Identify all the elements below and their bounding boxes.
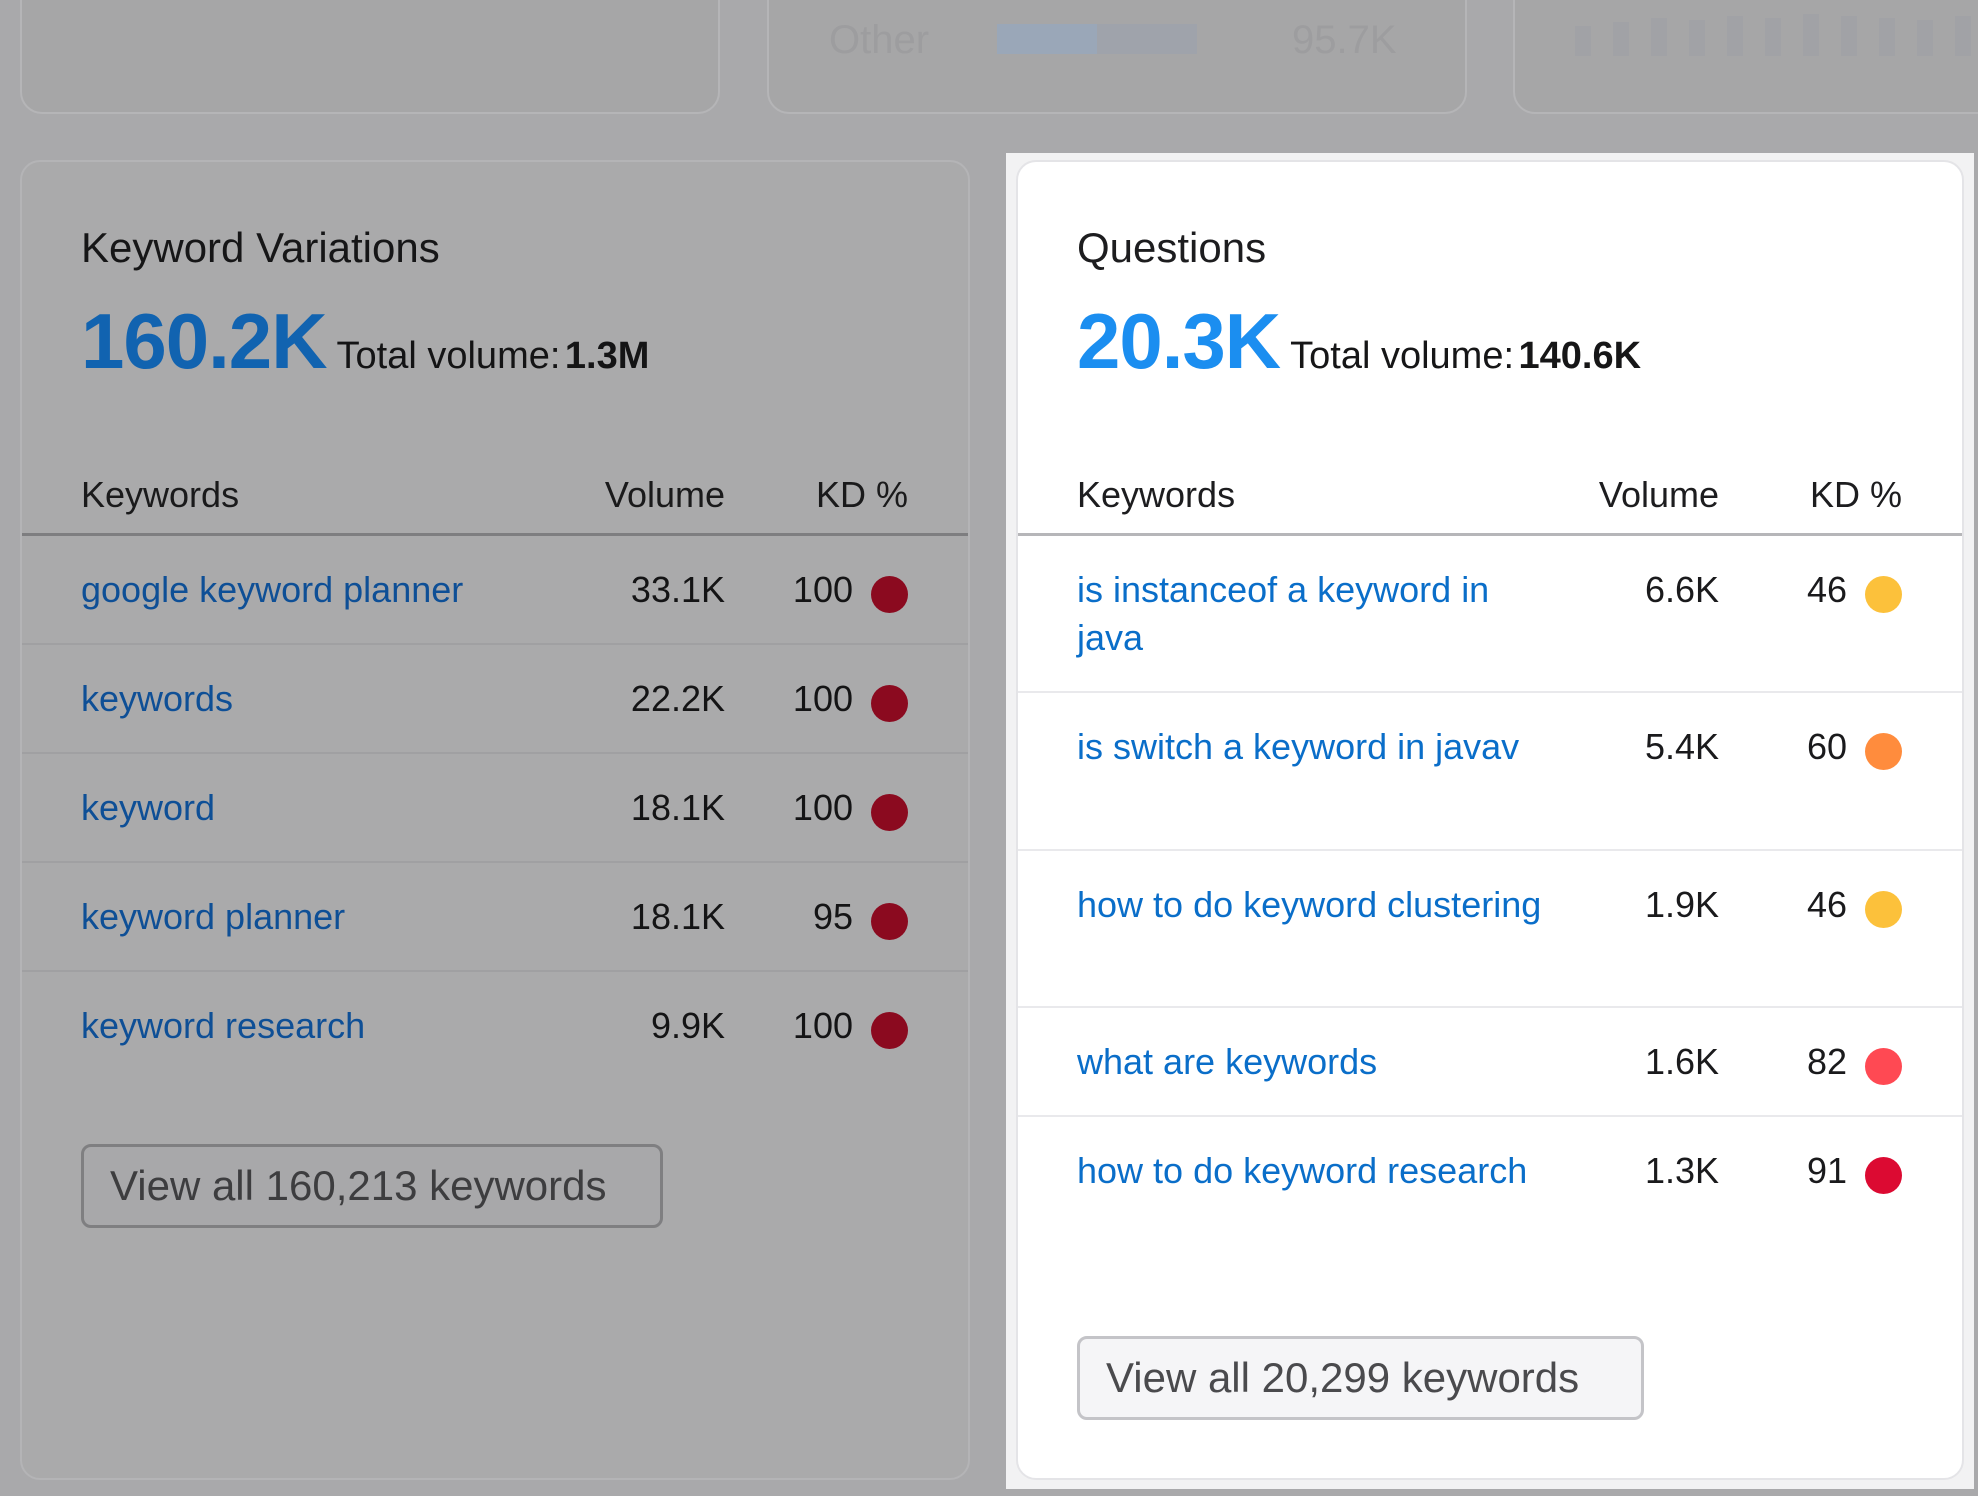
view-all-variations-button[interactable]: View all 160,213 keywords — [81, 1144, 663, 1228]
view-all-questions-button[interactable]: View all 20,299 keywords — [1077, 1336, 1644, 1420]
table-row: how to do keyword research 1.3K 91 — [1018, 1117, 1962, 1277]
kd-value: 100 — [792, 569, 853, 610]
table-row: is instanceof a keyword in java 6.6K 46 — [1018, 536, 1962, 693]
column-volume[interactable]: Volume — [1598, 474, 1719, 515]
card-title: Questions — [1077, 224, 1267, 271]
questions-metric: 20.3K Total volume: 140.6K — [1077, 296, 1641, 387]
overview-card-middle: Other 95.7K — [767, 0, 1467, 114]
overview-card-right — [1513, 0, 1978, 114]
kd-difficulty-dot-icon — [871, 685, 908, 722]
keyword-variations-card: Keyword Variations 160.2K Total volume: 1… — [20, 160, 970, 1480]
table-row: how to do keyword clustering 1.9K 46 — [1018, 851, 1962, 1008]
kd-value: 100 — [792, 1005, 853, 1046]
variations-table: Keywords Volume KD % google keyword plan… — [22, 462, 968, 1081]
keyword-link[interactable]: how to do keyword research — [1077, 1150, 1528, 1191]
variations-metric: 160.2K Total volume: 1.3M — [81, 296, 649, 387]
column-volume[interactable]: Volume — [604, 474, 725, 515]
kd-difficulty-dot-icon — [1865, 576, 1902, 613]
keyword-link[interactable]: google keyword planner — [81, 569, 464, 610]
table-row: keyword research 9.9K 100 — [22, 972, 968, 1081]
kd-difficulty-dot-icon — [1865, 1048, 1902, 1085]
volume-value: 9.9K — [650, 1005, 725, 1046]
kd-difficulty-dot-icon — [871, 1012, 908, 1049]
keyword-link[interactable]: is switch a keyword in javav — [1077, 726, 1520, 767]
variations-count[interactable]: 160.2K — [81, 297, 328, 385]
total-volume-value: 140.6K — [1518, 335, 1642, 377]
table-row: what are keywords 1.6K 82 — [1018, 1008, 1962, 1117]
volume-value: 1.3K — [1644, 1150, 1719, 1191]
questions-count[interactable]: 20.3K — [1077, 297, 1281, 385]
table-header: Keywords Volume KD % — [1018, 462, 1962, 536]
kd-difficulty-dot-icon — [871, 794, 908, 831]
kd-value: 100 — [792, 787, 853, 828]
keyword-link[interactable]: is instanceof a keyword in java — [1077, 569, 1490, 658]
intent-bar — [997, 24, 1197, 54]
kd-value: 91 — [1806, 1150, 1847, 1191]
total-volume-value: 1.3M — [564, 335, 650, 377]
volume-value: 6.6K — [1644, 569, 1719, 610]
kd-value: 100 — [792, 678, 853, 719]
table-body: google keyword planner 33.1K 100 keywords 22… — [22, 536, 968, 1081]
volume-value: 33.1K — [630, 569, 725, 610]
questions-table: Keywords Volume KD % is instanceof a key… — [1018, 462, 1962, 1277]
keyword-link[interactable]: keyword — [81, 787, 216, 828]
column-keywords: Keywords — [1077, 474, 1236, 515]
kd-value: 95 — [812, 896, 853, 937]
keyword-link[interactable]: how to do keyword clustering — [1077, 884, 1542, 925]
volume-value: 22.2K — [630, 678, 725, 719]
column-kd[interactable]: KD % — [1809, 474, 1902, 515]
volume-value: 1.9K — [1644, 884, 1719, 925]
keyword-link[interactable]: keywords — [81, 678, 234, 719]
volume-value: 18.1K — [630, 787, 725, 828]
intent-value: 95.7K — [1292, 18, 1397, 62]
volume-value: 18.1K — [630, 896, 725, 937]
kd-difficulty-dot-icon — [1865, 1157, 1902, 1194]
card-title: Keyword Variations — [81, 224, 440, 271]
keyword-link[interactable]: keyword planner — [81, 896, 346, 937]
kd-value: 46 — [1806, 884, 1847, 925]
trend-sparkline — [1575, 0, 1978, 56]
table-body: is instanceof a keyword in java 6.6K 46 is … — [1018, 536, 1962, 1277]
kd-value: 46 — [1806, 569, 1847, 610]
total-volume-label: Total volume: — [336, 335, 561, 377]
kd-difficulty-dot-icon — [871, 576, 908, 613]
table-row: google keyword planner 33.1K 100 — [22, 536, 968, 645]
volume-value: 5.4K — [1644, 726, 1719, 767]
kd-difficulty-dot-icon — [871, 903, 908, 940]
kd-difficulty-dot-icon — [1865, 891, 1902, 928]
column-kd[interactable]: KD % — [815, 474, 908, 515]
overview-card-left — [20, 0, 720, 114]
keyword-link[interactable]: keyword research — [81, 1005, 366, 1046]
total-volume-label: Total volume: — [1290, 335, 1515, 377]
questions-card: Questions 20.3K Total volume: 140.6K Keyw… — [1016, 160, 1964, 1480]
kd-value: 60 — [1806, 726, 1847, 767]
table-row: keyword planner 18.1K 95 — [22, 863, 968, 972]
table-header: Keywords Volume KD % — [22, 462, 968, 536]
keyword-link[interactable]: what are keywords — [1077, 1041, 1378, 1082]
table-row: keywords 22.2K 100 — [22, 645, 968, 754]
table-row: is switch a keyword in javav 5.4K 60 — [1018, 693, 1962, 851]
column-keywords: Keywords — [81, 474, 240, 515]
intent-label: Other — [829, 18, 930, 62]
kd-value: 82 — [1806, 1041, 1847, 1082]
table-row: keyword 18.1K 100 — [22, 754, 968, 863]
kd-difficulty-dot-icon — [1865, 733, 1902, 770]
volume-value: 1.6K — [1644, 1041, 1719, 1082]
